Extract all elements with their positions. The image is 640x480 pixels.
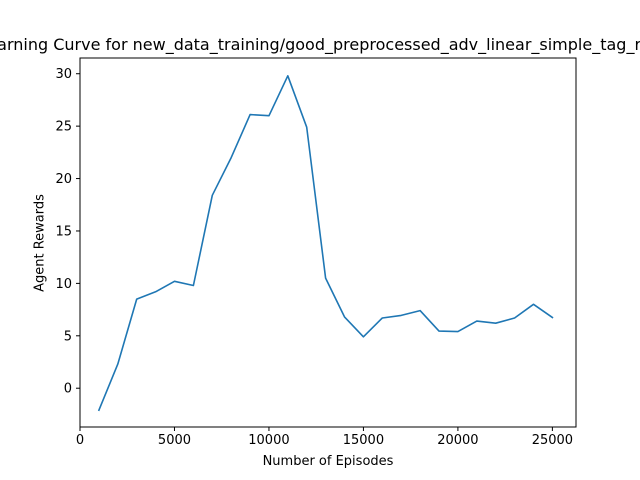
y-tick-label: 10 [55,277,72,292]
x-tick-label: 15000 [343,433,384,448]
y-tick-label: 25 [55,120,72,135]
axes-frame [79,57,577,428]
y-tick-label: 5 [64,329,72,344]
x-tick-label: 25000 [532,433,573,448]
x-tick-label: 10000 [248,433,289,448]
x-tick-label: 5000 [158,433,191,448]
x-axis-label: Number of Episodes [262,454,394,469]
chart-title: Learning Curve for new_data_training/goo… [0,35,640,54]
title-area: Learning Curve for new_data_training/goo… [0,0,640,60]
y-tick-label: 20 [55,172,72,187]
y-tick-label: 0 [64,382,72,397]
y-tick-label: 30 [55,67,72,82]
y-axis-label: Agent Rewards [32,194,48,292]
x-tick-label: 20000 [437,433,478,448]
y-tick-label: 15 [55,224,72,239]
series-line-0 [97,75,554,412]
x-tick-label: 0 [76,433,84,448]
